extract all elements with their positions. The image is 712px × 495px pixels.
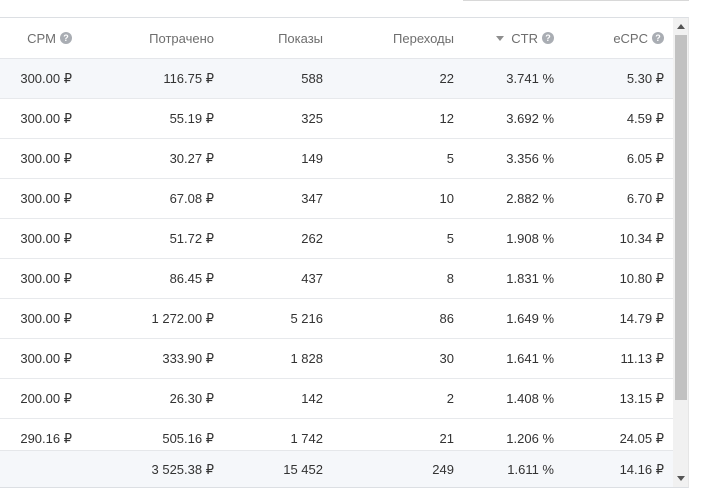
total-clicks: 249 (432, 462, 454, 477)
cell-cpm: 300.00 ₽ (20, 70, 72, 86)
cell-ctr: 3.356 % (506, 151, 554, 166)
cell-ecpc: 11.13 ₽ (620, 350, 664, 366)
cell-cpm: 300.00 ₽ (20, 270, 72, 286)
cell-spent: 26.30 ₽ (169, 390, 214, 406)
cell-ctr: 1.649 % (506, 311, 554, 326)
cell-ecpc: 14.79 ₽ (619, 310, 664, 326)
table-row[interactable]: 300.00 ₽ 333.90 ₽ 1 828 30 1.641 % 11.13 ₽ (0, 339, 673, 379)
cell-ctr: 1.408 % (506, 391, 554, 406)
cell-cpm: 300.00 ₽ (20, 230, 72, 246)
cell-ecpc: 10.80 ₽ (619, 270, 664, 286)
vertical-scrollbar[interactable] (673, 18, 688, 487)
cell-clicks: 21 (439, 431, 454, 446)
cell-impressions: 149 (301, 151, 323, 166)
cell-ecpc: 10.34 ₽ (619, 230, 664, 246)
cell-cpm: 300.00 ₽ (20, 310, 72, 326)
cell-impressions: 588 (301, 71, 323, 86)
table-header: CPM ? Потрачено Показы Переходы CTR ? eC… (0, 18, 673, 59)
table-row[interactable]: 300.00 ₽ 116.75 ₽ 588 22 3.741 % 5.30 ₽ (0, 59, 673, 99)
cell-spent: 67.08 ₽ (169, 190, 214, 206)
cell-spent: 333.90 ₽ (162, 350, 214, 366)
cell-impressions: 262 (301, 231, 323, 246)
cell-impressions: 325 (301, 111, 323, 126)
cell-clicks: 5 (446, 231, 454, 246)
cell-spent: 116.75 ₽ (163, 70, 214, 86)
column-header-ctr[interactable]: CTR ? (454, 18, 554, 58)
table-row[interactable]: 200.00 ₽ 26.30 ₽ 142 2 1.408 % 13.15 ₽ (0, 379, 673, 419)
scroll-down-arrow-icon[interactable] (677, 476, 685, 481)
column-header-label: Переходы (393, 30, 454, 46)
cell-ecpc: 24.05 ₽ (619, 430, 664, 446)
cell-ctr: 1.206 % (506, 431, 554, 446)
column-header-ecpc[interactable]: eCPC ? (554, 18, 664, 58)
cell-clicks: 5 (446, 151, 454, 166)
column-header-label: CTR (511, 30, 538, 46)
cell-cpm: 290.16 ₽ (20, 430, 72, 446)
help-icon[interactable]: ? (542, 32, 554, 44)
table-row[interactable]: 300.00 ₽ 86.45 ₽ 437 8 1.831 % 10.80 ₽ (0, 259, 673, 299)
stats-table: CPM ? Потрачено Показы Переходы CTR ? eC… (0, 17, 689, 488)
cell-ecpc: 6.05 ₽ (626, 150, 664, 166)
table-row[interactable]: 300.00 ₽ 1 272.00 ₽ 5 216 86 1.649 % 14.79 ₽ (0, 299, 673, 339)
cell-ctr: 1.908 % (506, 231, 554, 246)
top-toolbar-edge (463, 0, 689, 1)
cell-ecpc: 4.59 ₽ (626, 110, 664, 126)
table-row[interactable]: 300.00 ₽ 51.72 ₽ 262 5 1.908 % 10.34 ₽ (0, 219, 673, 259)
cell-clicks: 30 (439, 351, 454, 366)
cell-ecpc: 5.30 ₽ (626, 70, 664, 86)
total-ctr: 1.611 % (507, 462, 554, 477)
table-body: 300.00 ₽ 116.75 ₽ 588 22 3.741 % 5.30 ₽ 300.0… (0, 59, 673, 459)
cell-clicks: 86 (439, 311, 454, 326)
total-spent: 3 525.38 ₽ (151, 461, 215, 477)
cell-cpm: 200.00 ₽ (20, 390, 72, 406)
cell-impressions: 142 (301, 391, 323, 406)
column-header-clicks[interactable]: Переходы (323, 18, 454, 58)
cell-ecpc: 6.70 ₽ (626, 190, 664, 206)
column-header-label: Показы (278, 30, 323, 46)
table-row[interactable]: 300.00 ₽ 55.19 ₽ 325 12 3.692 % 4.59 ₽ (0, 99, 673, 139)
table-row[interactable]: 300.00 ₽ 30.27 ₽ 149 5 3.356 % 6.05 ₽ (0, 139, 673, 179)
cell-cpm: 300.00 ₽ (20, 150, 72, 166)
column-header-label: Потрачено (149, 30, 214, 46)
total-impressions: 15 452 (283, 462, 323, 477)
cell-clicks: 22 (439, 71, 454, 86)
cell-ctr: 2.882 % (506, 191, 554, 206)
cell-ctr: 3.692 % (506, 111, 554, 126)
cell-impressions: 5 216 (290, 311, 323, 326)
cell-clicks: 8 (446, 271, 454, 286)
total-ecpc: 14.16 ₽ (619, 461, 664, 477)
cell-spent: 1 272.00 ₽ (151, 310, 215, 326)
table-row[interactable]: 300.00 ₽ 67.08 ₽ 347 10 2.882 % 6.70 ₽ (0, 179, 673, 219)
cell-spent: 505.16 ₽ (162, 430, 214, 446)
cell-ecpc: 13.15 ₽ (619, 390, 664, 406)
sort-descending-icon (496, 35, 505, 41)
help-icon[interactable]: ? (60, 32, 72, 44)
cell-clicks: 12 (439, 111, 454, 126)
cell-impressions: 347 (301, 191, 323, 206)
cell-cpm: 300.00 ₽ (20, 190, 72, 206)
cell-ctr: 1.831 % (506, 271, 554, 286)
table-totals-row: 3 525.38 ₽ 15 452 249 1.611 % 14.16 ₽ (0, 450, 673, 487)
column-header-spent[interactable]: Потрачено (72, 18, 214, 58)
column-header-label: CPM (27, 30, 56, 46)
cell-impressions: 437 (301, 271, 323, 286)
cell-spent: 55.19 ₽ (169, 110, 214, 126)
cell-ctr: 1.641 % (506, 351, 554, 366)
column-header-cpm[interactable]: CPM ? (0, 18, 72, 58)
scroll-up-arrow-icon[interactable] (677, 24, 685, 29)
cell-impressions: 1 828 (290, 351, 323, 366)
cell-spent: 86.45 ₽ (169, 270, 214, 286)
cell-ctr: 3.741 % (506, 71, 554, 86)
cell-impressions: 1 742 (290, 431, 323, 446)
scrollbar-thumb[interactable] (675, 35, 687, 400)
cell-cpm: 300.00 ₽ (20, 350, 72, 366)
column-header-impressions[interactable]: Показы (214, 18, 323, 58)
cell-clicks: 2 (446, 391, 454, 406)
cell-cpm: 300.00 ₽ (20, 110, 72, 126)
cell-clicks: 10 (439, 191, 454, 206)
cell-spent: 51.72 ₽ (169, 230, 214, 246)
column-header-label: eCPC (613, 30, 648, 46)
help-icon[interactable]: ? (652, 32, 664, 44)
cell-spent: 30.27 ₽ (169, 150, 214, 166)
